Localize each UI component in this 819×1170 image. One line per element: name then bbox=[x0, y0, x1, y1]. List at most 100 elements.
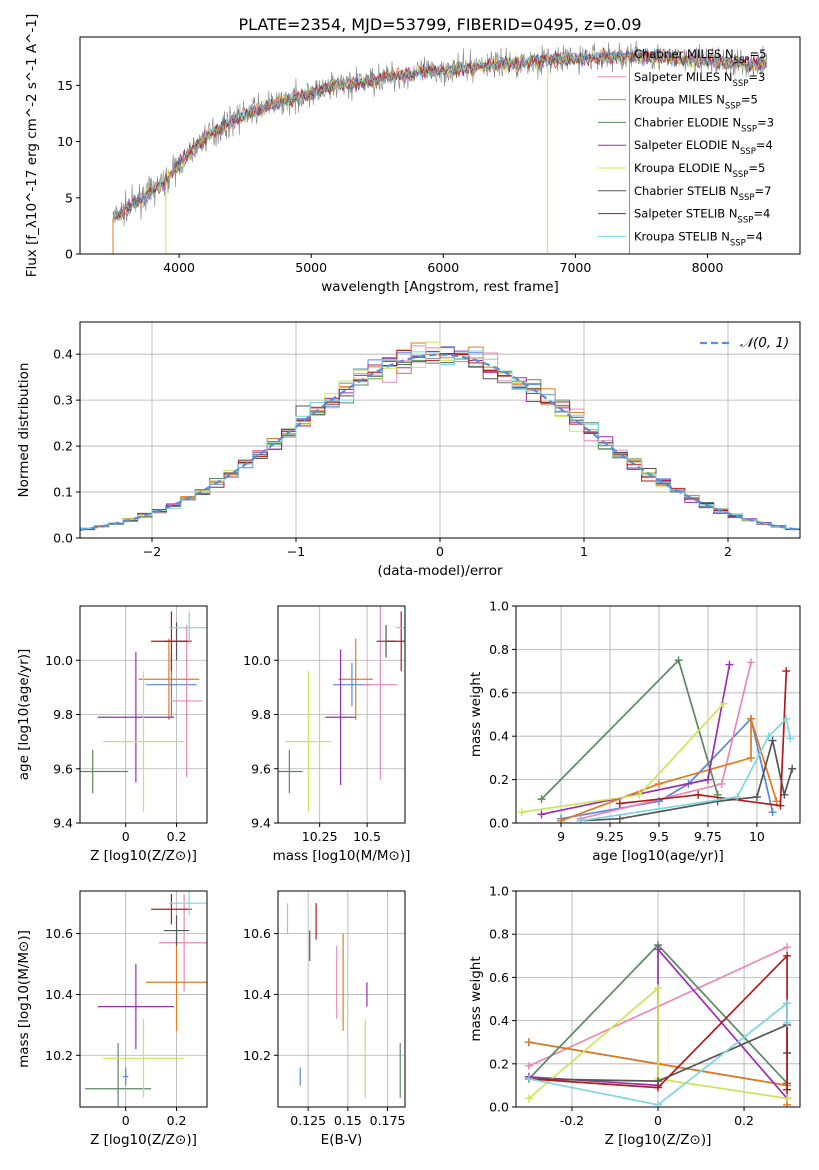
series-marker bbox=[713, 797, 722, 806]
x-tick-label: 0.2 bbox=[167, 1113, 187, 1128]
series-marker bbox=[783, 999, 792, 1008]
y-tick-label: 10.2 bbox=[45, 1048, 73, 1063]
series-marker bbox=[764, 732, 773, 741]
errorbar-point bbox=[151, 894, 192, 925]
series-marker bbox=[783, 951, 792, 960]
series-marker bbox=[654, 779, 663, 788]
x-axis-label: (data-model)/error bbox=[377, 563, 503, 579]
y-tick-label: 0.4 bbox=[53, 347, 73, 362]
x-tick-label: 4000 bbox=[163, 260, 195, 275]
plot-area bbox=[524, 941, 792, 1107]
legend-entry: Kroupa MILES NSSP=5 bbox=[634, 93, 758, 112]
plot-area bbox=[286, 903, 401, 1098]
y-tick-label: 0.8 bbox=[489, 927, 509, 942]
series-marker bbox=[654, 1083, 662, 1092]
series-marker bbox=[537, 795, 546, 804]
plot-area bbox=[85, 891, 207, 1107]
axes-frame bbox=[277, 605, 406, 824]
x-tick-label: 5000 bbox=[295, 260, 327, 275]
y-tick-label: 10.4 bbox=[45, 987, 73, 1002]
series-marker bbox=[517, 808, 526, 817]
plot-area bbox=[80, 341, 800, 531]
y-axis-label: age [log10(age/yr)] bbox=[16, 649, 32, 781]
series-marker bbox=[524, 1038, 533, 1047]
y-tick-label: 0.0 bbox=[489, 1100, 509, 1115]
series-marker bbox=[783, 1085, 792, 1094]
figure-title: PLATE=2354, MJD=53799, FIBERID=0495, z=0… bbox=[238, 15, 641, 34]
series-line bbox=[528, 986, 788, 1100]
errorbar-point bbox=[168, 891, 207, 916]
y-tick-label: 0.6 bbox=[489, 685, 509, 700]
axes-frame bbox=[79, 36, 801, 255]
legend-entry: Chabrier STELIB NSSP=7 bbox=[634, 184, 771, 203]
series-marker bbox=[747, 714, 756, 723]
axes-age_vs_mass: 10.25 10.5 9.4 9.6 9.8 10.0 mass [log10(M/M⊙)] bbox=[243, 605, 410, 864]
series-marker bbox=[747, 658, 756, 667]
legend-entry: Salpeter MILES NSSP=3 bbox=[634, 70, 765, 89]
x-tick-label: 8000 bbox=[692, 260, 724, 275]
y-tick-label: 0.3 bbox=[53, 393, 73, 408]
series-marker bbox=[635, 790, 644, 799]
series-marker bbox=[725, 660, 734, 669]
y-tick-label: 0.0 bbox=[489, 816, 509, 831]
y-tick-label: 10.0 bbox=[45, 653, 73, 668]
series-line bbox=[619, 671, 788, 807]
series-marker bbox=[783, 943, 792, 952]
series-line bbox=[580, 717, 792, 822]
y-tick-label: 1.0 bbox=[489, 884, 509, 899]
y-tick-label: 1.0 bbox=[489, 599, 509, 614]
x-tick-label: 9.25 bbox=[596, 829, 624, 844]
series-marker bbox=[719, 699, 728, 708]
x-tick-label: 0 bbox=[436, 544, 444, 559]
legend-entry: Salpeter ELODIE NSSP=4 bbox=[634, 138, 773, 157]
x-axis-label: age [log10(age/yr)] bbox=[592, 848, 724, 864]
errorbar-point bbox=[285, 671, 332, 813]
y-tick-label: 0.6 bbox=[489, 970, 509, 985]
series-marker bbox=[615, 799, 624, 808]
y-tick-label: 9.8 bbox=[53, 707, 73, 722]
plot-area bbox=[112, 40, 768, 254]
plot-area bbox=[278, 606, 405, 813]
axes-mw_vs_Z: -0.2 0 0.2 0.0 0.2 0.4 0.6 0.8 1.0 Z [log10(Z/Z⊙)… bbox=[468, 884, 801, 1148]
legend-entry: 𝒩(0, 1) bbox=[740, 335, 789, 351]
y-tick-label: 0.1 bbox=[53, 485, 73, 500]
axes-spectrum: 4000 5000 6000 7000 8000 0 5 10 15 wavelength [An… bbox=[24, 14, 801, 295]
errorbar-point bbox=[158, 894, 207, 992]
series-marker bbox=[752, 792, 761, 801]
y-tick-label: 0.8 bbox=[489, 642, 509, 657]
y-tick-label: 10.6 bbox=[243, 926, 271, 941]
y-axis-label: Normed distribution bbox=[16, 363, 32, 498]
x-tick-label: 10.25 bbox=[302, 829, 338, 844]
y-tick-label: 10.0 bbox=[243, 653, 271, 668]
series-marker bbox=[733, 792, 742, 801]
axes-frame bbox=[515, 890, 801, 1108]
y-tick-label: 9.4 bbox=[251, 816, 271, 831]
y-tick-label: 10.2 bbox=[243, 1048, 271, 1063]
x-tick-label: -0.2 bbox=[560, 1113, 584, 1128]
x-axis-label: Z [log10(Z/Z⊙)] bbox=[90, 1132, 197, 1148]
x-tick-label: 9.75 bbox=[694, 829, 722, 844]
y-tick-label: 10.4 bbox=[243, 987, 271, 1002]
y-tick-label: 9.8 bbox=[251, 707, 271, 722]
series-marker bbox=[654, 945, 662, 954]
errorbar-point bbox=[278, 749, 303, 794]
y-axis-label: Flux [f_λ10^-17 erg cm^-2 s^-1 A^-1] bbox=[24, 14, 40, 277]
series-marker bbox=[524, 1094, 533, 1103]
x-tick-label: 0 bbox=[122, 1113, 130, 1128]
errorbar-point bbox=[97, 964, 174, 1050]
errorbar-point bbox=[171, 624, 202, 777]
series-marker bbox=[776, 801, 785, 810]
series-marker bbox=[782, 714, 791, 723]
x-tick-label: −2 bbox=[143, 544, 161, 559]
series-marker bbox=[537, 810, 546, 819]
x-tick-label: 0.125 bbox=[290, 1113, 326, 1128]
axes-residuals: −2 −1 0 1 2 0.0 0.1 0.2 0.3 0.4 (data-model)/error… bbox=[16, 321, 801, 579]
x-tick-label: 1 bbox=[580, 544, 588, 559]
y-tick-label: 0.0 bbox=[53, 531, 73, 546]
y-tick-label: 9.6 bbox=[251, 761, 271, 776]
series-marker bbox=[615, 814, 624, 823]
axes-frame bbox=[79, 605, 208, 824]
axes-frame bbox=[515, 605, 801, 824]
x-tick-label: 7000 bbox=[560, 260, 592, 275]
x-tick-label: 0.2 bbox=[734, 1113, 754, 1128]
